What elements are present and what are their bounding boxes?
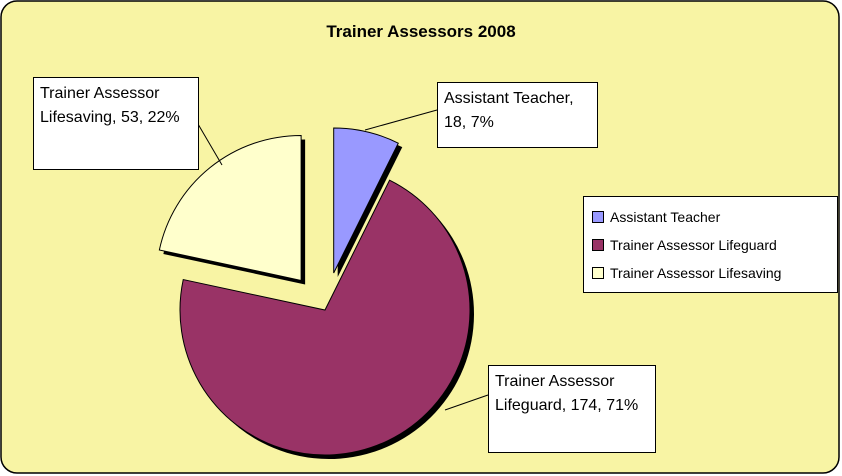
data-label: Assistant Teacher, 18, 7%: [437, 82, 598, 148]
data-label: Trainer Assessor Lifesaving, 53, 22%: [33, 77, 199, 170]
legend-label: Trainer Assessor Lifeguard: [610, 237, 777, 253]
legend-label: Trainer Assessor Lifesaving: [610, 265, 782, 281]
leader-lines: [197, 109, 489, 411]
legend-item: Trainer Assessor Lifesaving: [592, 259, 829, 287]
leader-line: [197, 123, 223, 166]
chart-title: Trainer Assessors 2008: [326, 22, 516, 41]
pie-slice: [333, 127, 399, 274]
leader-line: [444, 394, 489, 411]
legend-swatch: [592, 211, 604, 223]
pie-slice: [179, 179, 471, 456]
legend-label: Assistant Teacher: [610, 209, 721, 225]
legend-item: Trainer Assessor Lifeguard: [592, 231, 829, 259]
legend-swatch: [592, 267, 604, 279]
pie: [158, 127, 474, 460]
data-label: Trainer Assessor Lifeguard, 174, 71%: [488, 365, 656, 453]
pie-slice: [158, 134, 302, 282]
legend-swatch: [592, 239, 604, 251]
leader-line: [364, 109, 438, 131]
legend: Assistant Teacher Trainer Assessor Lifegu…: [583, 196, 838, 293]
legend-item: Assistant Teacher: [592, 203, 829, 231]
